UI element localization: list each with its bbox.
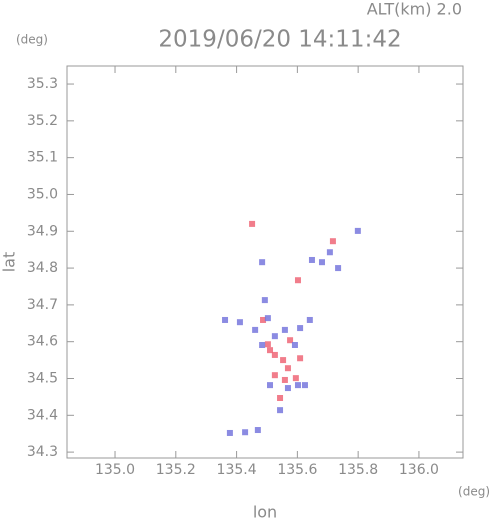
x-unit: (deg): [458, 485, 490, 499]
y-unit: (deg): [16, 33, 48, 47]
echo-point: [261, 297, 268, 304]
y-tick-label: 35.1: [27, 150, 58, 166]
x-axis-label: lon: [253, 503, 277, 521]
echo-point: [277, 395, 284, 402]
y-tick-label: 35.2: [27, 113, 58, 129]
x-tick-label: 135.4: [217, 462, 257, 478]
echo-point: [291, 342, 298, 349]
echo-point: [329, 238, 336, 245]
echo-point: [236, 319, 243, 326]
chart-title: 2019/06/20 14:11:42: [158, 27, 401, 53]
y-axis-label: lat: [0, 252, 19, 273]
echo-point: [277, 407, 284, 414]
echo-point: [284, 385, 291, 392]
echo-point: [259, 259, 266, 266]
echo-point: [281, 376, 288, 383]
echo-point: [301, 382, 308, 389]
echo-point: [264, 341, 271, 348]
plot-frame: [66, 65, 464, 459]
echo-point: [297, 325, 304, 332]
echo-point: [242, 429, 249, 436]
echo-point: [306, 316, 313, 323]
echo-point: [249, 220, 256, 227]
y-tick-label: 34.8: [27, 260, 58, 276]
y-tick-label: 34.7: [27, 297, 58, 313]
x-tick-label: 135.2: [156, 462, 196, 478]
echo-point: [284, 365, 291, 372]
echo-point: [271, 372, 278, 379]
x-tick-label: 136.0: [399, 462, 439, 478]
y-tick-label: 34.3: [27, 444, 58, 460]
echo-point: [222, 316, 229, 323]
altitude-label: ALT(km) 2.0: [367, 0, 462, 19]
y-tick-label: 34.6: [27, 334, 58, 350]
x-tick-label: 135.8: [338, 462, 378, 478]
y-tick-label: 34.9: [27, 223, 58, 239]
echo-point: [254, 427, 261, 434]
echo-point: [259, 342, 266, 349]
echo-point: [267, 382, 274, 389]
echo-point: [294, 382, 301, 389]
y-tick-label: 34.5: [27, 370, 58, 386]
echo-point: [335, 265, 342, 272]
echo-point: [354, 227, 361, 234]
y-tick-label: 34.4: [27, 407, 58, 423]
echo-point: [297, 355, 304, 362]
echo-point: [271, 333, 278, 340]
echo-point: [318, 259, 325, 266]
echo-point: [267, 347, 274, 354]
echo-point: [308, 256, 315, 263]
x-tick-label: 135.6: [277, 462, 317, 478]
echo-point: [292, 375, 299, 382]
echo-point: [226, 429, 233, 436]
echo-point: [294, 277, 301, 284]
x-tick-label: 135.0: [95, 462, 135, 478]
echo-point: [271, 351, 278, 358]
echo-point: [281, 326, 288, 333]
y-tick-label: 35.3: [27, 76, 58, 92]
echo-point: [252, 326, 259, 333]
echo-point: [326, 249, 333, 256]
echo-point: [280, 357, 287, 364]
echo-point: [260, 316, 267, 323]
echo-point: [287, 337, 294, 344]
echo-point: [264, 315, 271, 322]
y-tick-label: 35.0: [27, 186, 58, 202]
